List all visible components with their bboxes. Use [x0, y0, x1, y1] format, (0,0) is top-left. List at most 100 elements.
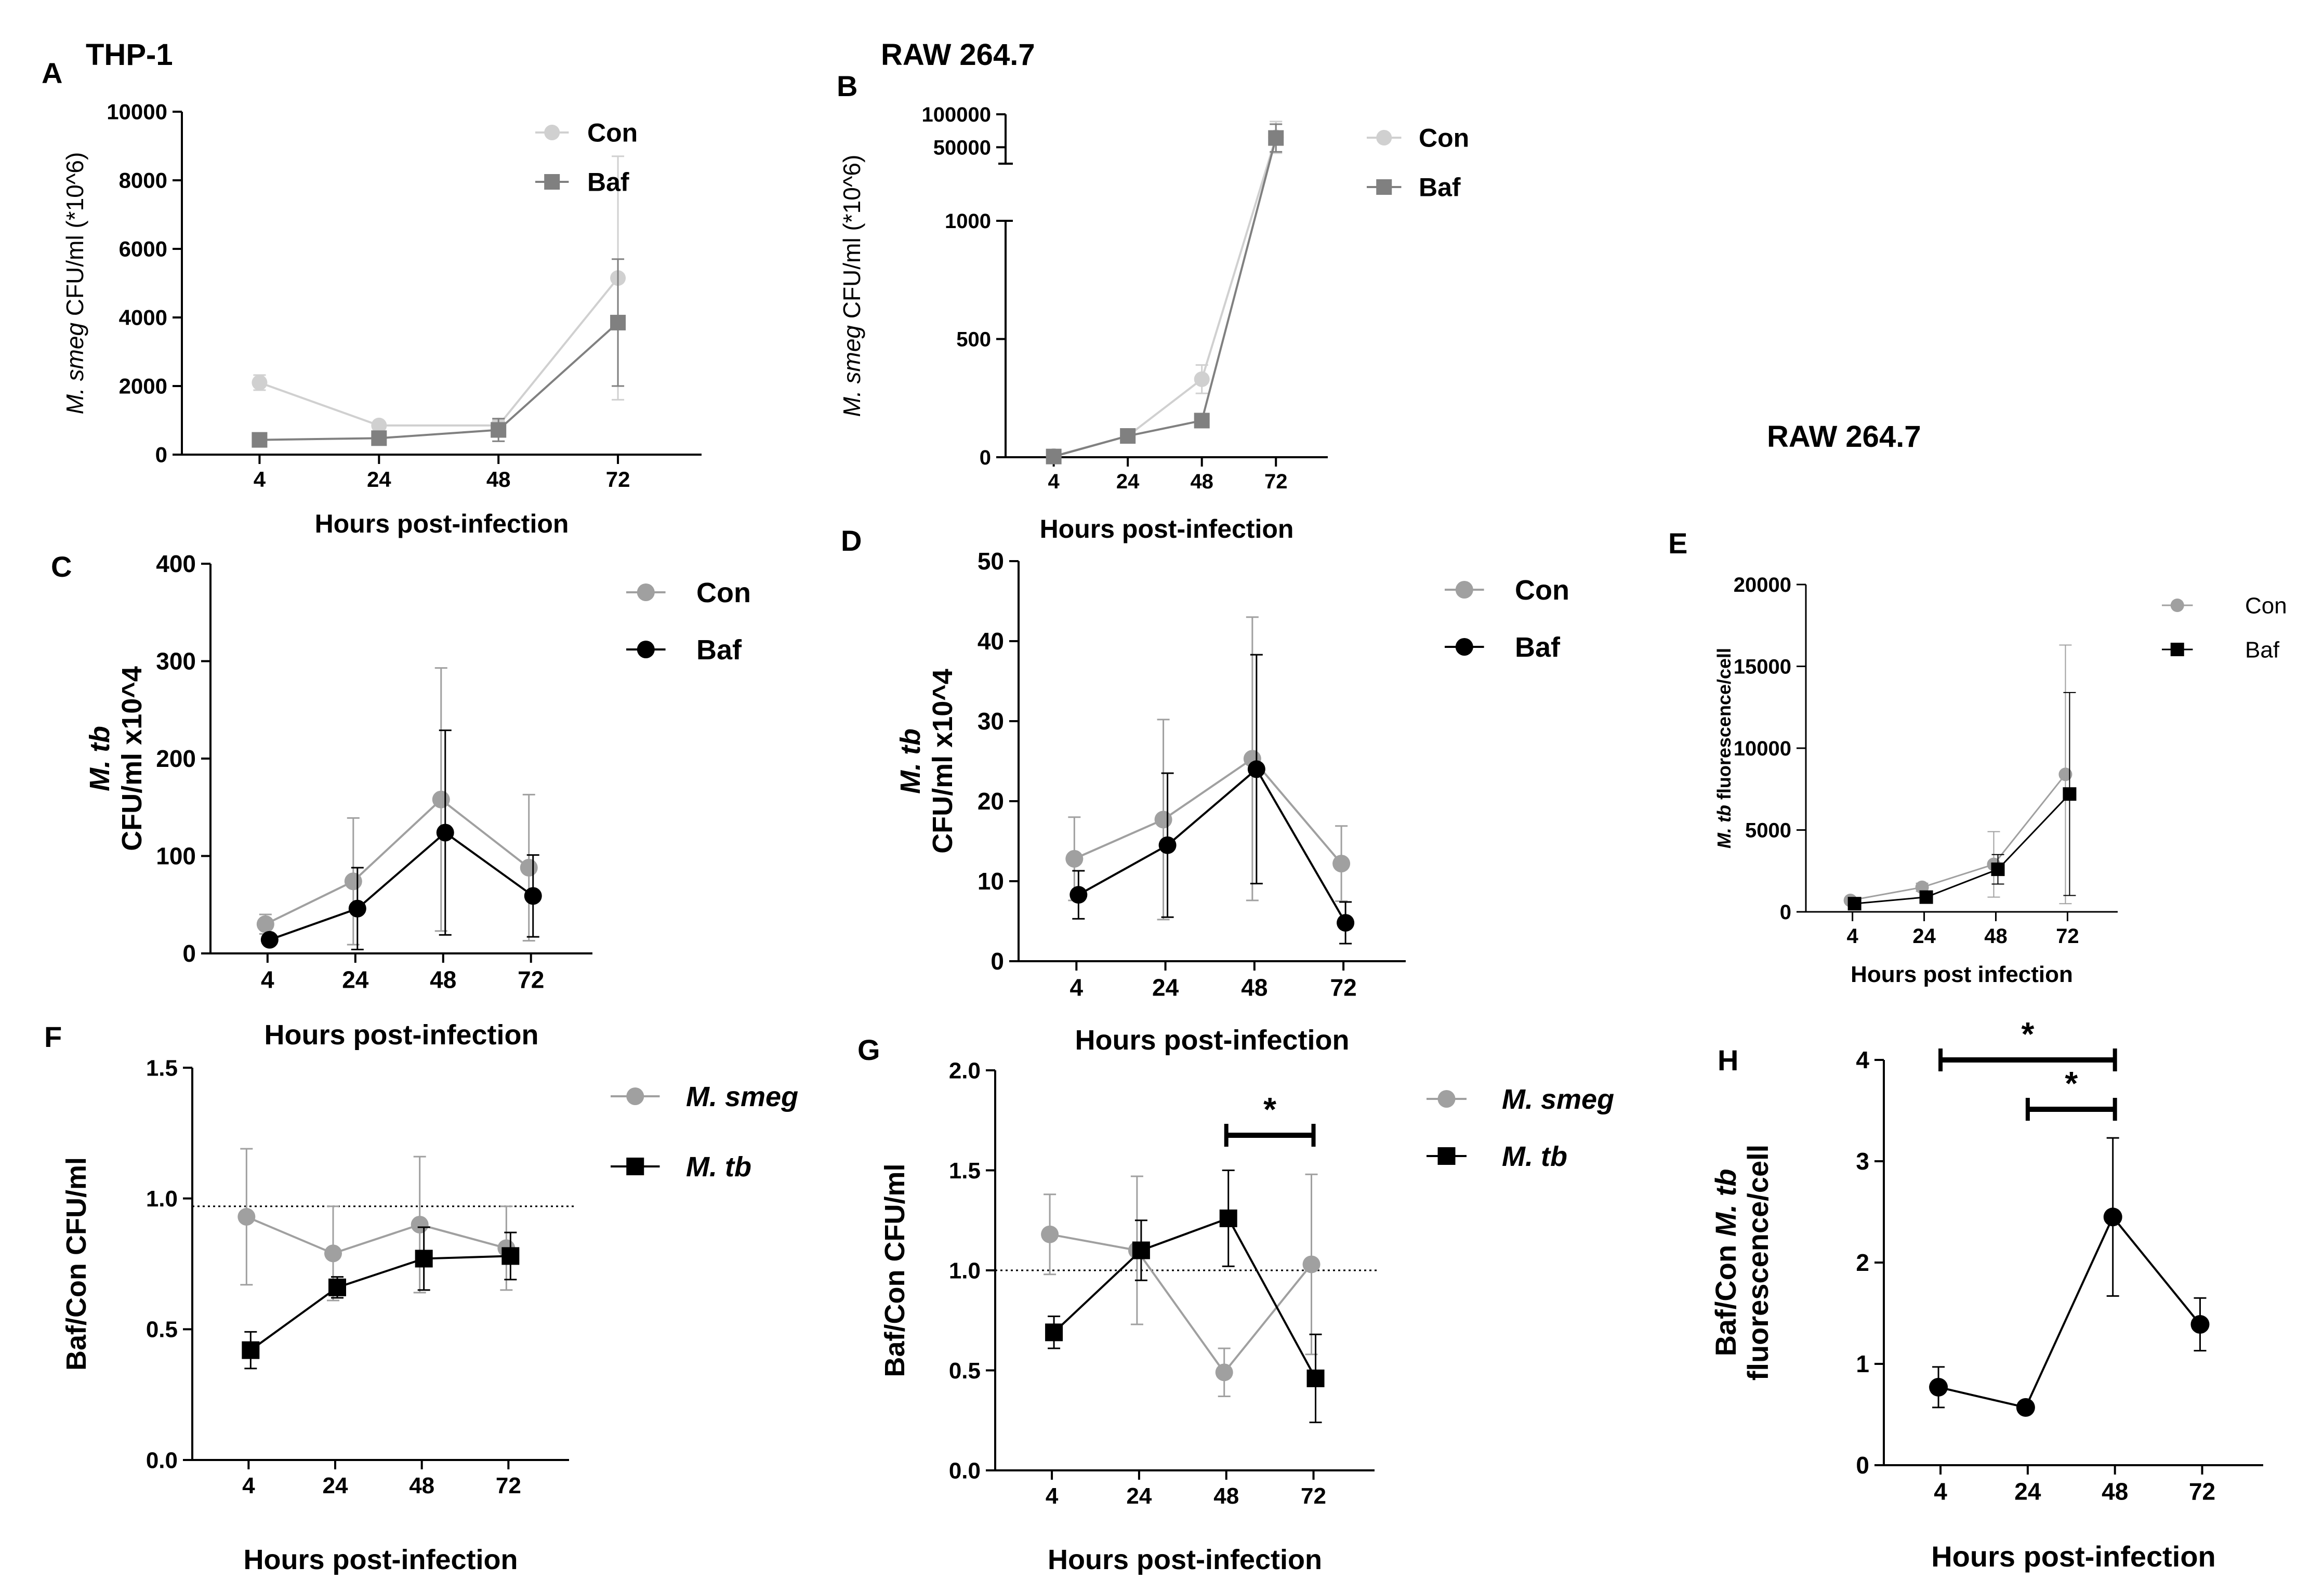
y-tick-label: 0 [182, 940, 196, 967]
y-tick-label: 10000 [107, 100, 167, 124]
data-point [2063, 787, 2077, 801]
legend-marker [544, 125, 560, 140]
y-tick-label: 0 [1780, 901, 1791, 924]
x-tick-label: 48 [1984, 925, 2008, 948]
legend-marker [1455, 581, 1473, 599]
series-line-con [259, 277, 619, 427]
data-point [260, 931, 279, 949]
legend-marker [637, 583, 655, 601]
x-tick-label: 4 [1070, 974, 1084, 1001]
data-point [1847, 897, 1861, 911]
data-point [344, 872, 362, 891]
y-tick-label: 20000 [1734, 574, 1791, 596]
data-point [524, 887, 542, 905]
y-axis-label-line2: fluorescence/cell [1741, 1145, 1774, 1380]
x-tick-label: 24 [1912, 925, 1936, 948]
data-point [1041, 1225, 1059, 1243]
x-tick-label: 72 [1330, 974, 1357, 1001]
y-tick-label: 1.5 [949, 1158, 981, 1184]
legend-label: Baf [1515, 632, 1561, 663]
y-tick-label: 100 [156, 843, 196, 870]
series-line-m-tb [1053, 1217, 1317, 1379]
data-point [348, 899, 366, 918]
chart-panel-h: 0 1 2 3 4 4 24 48 72 Hours post-infection Baf/Con … [1709, 1015, 2263, 1573]
x-axis-label: Hours post-infection [1075, 1025, 1350, 1056]
x-axis-label: Hours post-infection [1048, 1544, 1322, 1575]
x-axis-label: Hours post infection [1851, 962, 2073, 987]
legend-marker [637, 641, 655, 658]
x-tick-label: 4 [261, 966, 274, 993]
y-axis-label: Baf/Con CFU/ml [879, 1164, 910, 1377]
panel-letter-b: B [837, 70, 857, 102]
y-tick-label: 50 [978, 548, 1004, 575]
chart-panel-b: 0 500 1000 50000 100000 4 24 48 72 Hours post-inf… [838, 103, 1469, 543]
y-axis-label-line1: Baf/Con M. tb [1709, 1169, 1742, 1357]
series-line-baf [269, 831, 534, 941]
data-point [1337, 914, 1355, 932]
x-tick-label: 72 [2189, 1478, 2215, 1505]
x-tick-label: 48 [2102, 1478, 2128, 1505]
data-point [1919, 890, 1933, 904]
data-point [1929, 1377, 1948, 1397]
y-tick-label: 1 [1856, 1350, 1869, 1377]
data-point [1132, 1241, 1150, 1259]
y-tick-label: 5000 [1745, 819, 1791, 842]
panel-letter-f: F [44, 1020, 62, 1053]
x-tick-label: 72 [1301, 1483, 1326, 1509]
series-line-baf [1854, 793, 2070, 905]
y-tick-label: 0 [155, 443, 167, 467]
legend-marker [1437, 1090, 1456, 1108]
series-line-m-smeg [1049, 1233, 1313, 1374]
y-tick-label: 0.0 [949, 1458, 981, 1483]
legend-label: M. smeg [1502, 1084, 1614, 1115]
y-tick-label: 10000 [1734, 737, 1791, 760]
x-tick-label: 4 [1048, 470, 1060, 493]
data-point [1046, 448, 1062, 464]
y-tick-label: 400 [156, 550, 196, 577]
data-point [432, 790, 450, 808]
y-tick-label: 0 [980, 446, 991, 469]
data-point [1194, 371, 1210, 387]
data-point [237, 1207, 256, 1226]
x-tick-label: 48 [1190, 470, 1213, 493]
legend-label: Baf [1419, 173, 1461, 202]
data-point [2058, 767, 2072, 781]
data-point [415, 1250, 433, 1268]
x-tick-label: 48 [1213, 1483, 1239, 1509]
series-line-baf [1078, 767, 1346, 924]
data-point [2190, 1315, 2210, 1334]
x-tick-label: 4 [254, 467, 266, 492]
data-point [256, 915, 274, 933]
series-line-baf [1053, 138, 1277, 458]
x-tick-label: 72 [606, 467, 630, 492]
y-tick-label: 3 [1856, 1148, 1869, 1175]
y-axis-label: Baf/Con CFU/ml [61, 1157, 92, 1371]
x-tick-label: 4 [1847, 925, 1859, 948]
y-tick-label: 2000 [119, 374, 167, 399]
data-point [324, 1244, 342, 1263]
y-tick-label: 40 [978, 628, 1004, 655]
data-point [1154, 811, 1172, 829]
x-tick-label: 24 [1126, 1483, 1152, 1509]
x-tick-label: 4 [242, 1473, 255, 1498]
title-thp1: THP-1 [86, 38, 173, 72]
significance-star: * [2065, 1065, 2078, 1102]
x-tick-label: 48 [430, 966, 456, 993]
data-point [501, 1247, 520, 1265]
x-tick-label: 72 [2056, 925, 2079, 948]
series-line-con [1850, 774, 2066, 901]
y-tick-label: 0 [1856, 1452, 1869, 1479]
y-tick-label: 1.0 [949, 1258, 981, 1283]
x-tick-label: 24 [367, 467, 391, 492]
x-axis-label: Hours post-infection [315, 509, 569, 538]
y-tick-label: 10 [978, 868, 1004, 895]
legend-label: Baf [587, 168, 629, 197]
chart-panel-g: 0.0 0.5 1.0 1.5 2.0 4 24 48 72 Hours post-infecti… [879, 1058, 1614, 1575]
panel-letter-g: G [857, 1033, 880, 1066]
x-tick-label: 24 [2014, 1478, 2041, 1505]
data-point [328, 1278, 346, 1296]
series-line-con [1053, 137, 1277, 457]
data-point [520, 859, 538, 877]
legend-label: Con [696, 577, 751, 608]
